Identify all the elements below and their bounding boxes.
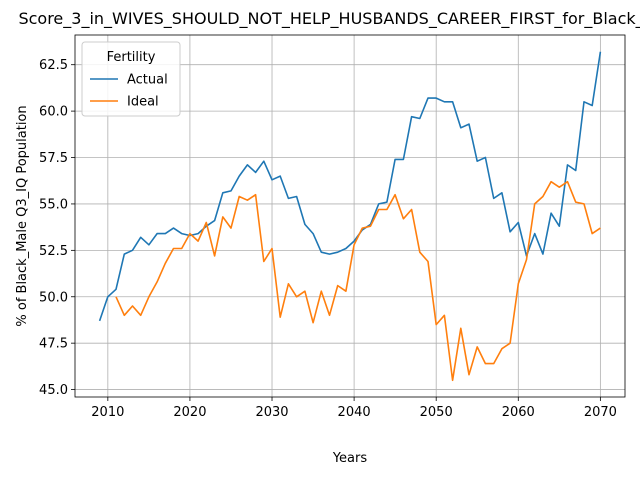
x-tick-label: 2030 <box>255 405 288 420</box>
x-axis-label: Years <box>332 451 368 466</box>
y-tick-label: 47.5 <box>39 337 68 352</box>
y-axis-ticks: 45.0 47.5 50.0 52.5 55.0 57.5 60.0 62.5 <box>39 58 75 398</box>
grid-lines <box>75 35 625 397</box>
legend-items: Actual Ideal <box>90 73 168 110</box>
x-tick-label: 2020 <box>173 405 206 420</box>
legend: Fertility Actual Ideal <box>81 41 181 117</box>
y-axis-label: % of Black_Male Q3_IQ Population <box>15 105 30 326</box>
y-tick-label: 62.5 <box>39 58 68 73</box>
x-tick-label: 2050 <box>420 405 453 420</box>
legend-title: Fertility <box>107 50 156 65</box>
y-tick-label: 55.0 <box>39 197 68 212</box>
y-tick-label: 50.0 <box>39 290 68 305</box>
x-tick-label: 2010 <box>91 405 124 420</box>
x-tick-label: 2060 <box>502 405 535 420</box>
chart-title: Score_3_in_WIVES_SHOULD_NOT_HELP_HUSBAND… <box>18 9 640 29</box>
legend-box <box>81 41 181 117</box>
y-tick-label: 57.5 <box>39 151 68 166</box>
y-tick-label: 45.0 <box>39 383 68 398</box>
legend-label-ideal: Ideal <box>127 95 159 110</box>
x-tick-label: 2070 <box>584 405 617 420</box>
legend-label-actual: Actual <box>127 73 168 88</box>
series-lines <box>98 51 602 382</box>
y-tick-label: 52.5 <box>39 244 68 259</box>
y-tick-label: 60.0 <box>39 105 68 120</box>
plot-frame <box>74 34 626 398</box>
series-line-ideal <box>115 180 601 382</box>
x-tick-label: 2040 <box>338 405 371 420</box>
x-axis-ticks: 2010 2020 2030 2040 2050 2060 2070 <box>91 397 617 420</box>
series-line-actual <box>98 51 602 322</box>
